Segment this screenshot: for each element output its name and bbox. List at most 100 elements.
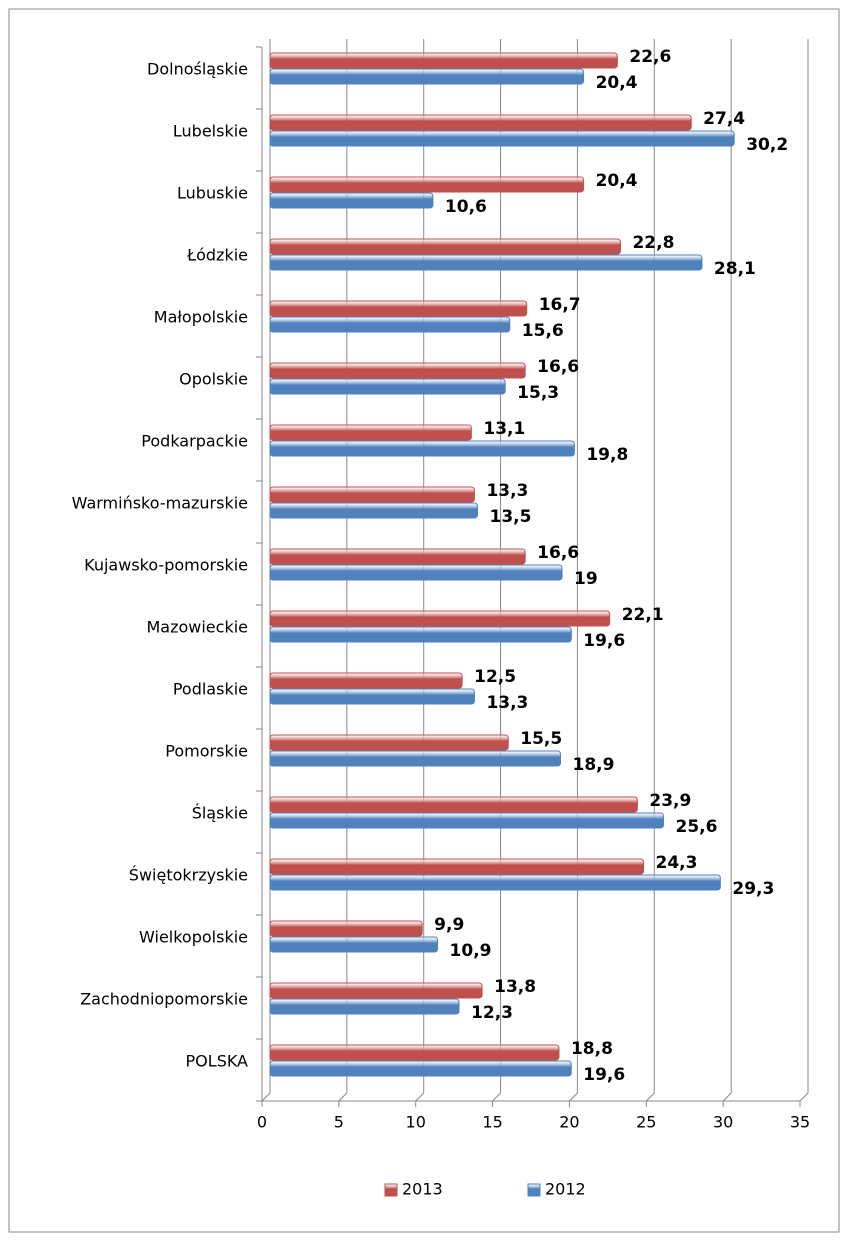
x-tick-label: 10: [406, 1113, 426, 1132]
value-label: 12,3: [471, 1003, 513, 1023]
y-tick-label: Śląskie: [192, 804, 248, 823]
x-tick-label: 25: [636, 1113, 656, 1132]
bar: [269, 192, 434, 209]
value-label: 13,5: [490, 507, 532, 527]
bar: [269, 68, 585, 85]
value-label: 22,6: [629, 47, 671, 67]
legend-swatch: [527, 1183, 541, 1197]
value-label: 24,3: [656, 853, 698, 873]
y-tick-label: Zachodniopomorskie: [80, 990, 248, 1009]
value-label: 9,9: [434, 915, 464, 935]
bar: [269, 254, 703, 271]
y-tick-label: Lubelskie: [173, 122, 248, 141]
value-label: 16,6: [537, 357, 579, 377]
value-label: 15,5: [520, 729, 562, 749]
grid-line-depth: [645, 1092, 655, 1102]
value-label: 29,3: [732, 879, 774, 899]
grid-line-depth: [415, 1092, 425, 1102]
bar: [269, 610, 611, 627]
y-tick-label: Podkarpackie: [141, 432, 248, 451]
y-tick-label: Wielkopolskie: [139, 928, 248, 947]
legend-label: 2012: [545, 1180, 586, 1199]
bar: [269, 1060, 572, 1077]
grid-line-depth: [799, 1092, 809, 1102]
bar: [269, 300, 528, 317]
value-label: 27,4: [703, 109, 745, 129]
bar: [269, 362, 526, 379]
value-label: 18,8: [571, 1039, 613, 1059]
grid-line-depth: [569, 1092, 578, 1102]
value-label: 13,3: [486, 481, 528, 501]
x-tick-label: 5: [334, 1113, 344, 1132]
value-label: 13,3: [486, 693, 528, 713]
grid-line-depth: [492, 1092, 501, 1102]
value-label: 10,6: [445, 197, 487, 217]
y-tick-label: Mazowieckie: [146, 618, 248, 637]
bar: [269, 502, 479, 519]
value-label: 30,2: [746, 135, 788, 155]
y-tick-label: Pomorskie: [165, 742, 248, 761]
bar: [269, 176, 585, 193]
y-tick-label: Świętokrzyskie: [129, 866, 248, 885]
value-label: 15,6: [522, 321, 564, 341]
value-label: 12,5: [474, 667, 516, 687]
bar: [269, 812, 665, 829]
x-tick-label: 35: [790, 1113, 810, 1132]
bar: [269, 920, 423, 937]
value-label: 23,9: [649, 791, 691, 811]
bar: [269, 936, 439, 953]
value-label: 18,9: [573, 755, 615, 775]
value-label: 19,6: [583, 631, 625, 651]
value-label: 19,6: [583, 1065, 625, 1085]
bar: [269, 548, 526, 565]
bar: [269, 874, 721, 891]
legend-swatch: [384, 1183, 398, 1197]
bar: [269, 1044, 560, 1061]
value-label: 19: [574, 569, 598, 589]
y-tick-label: Łódzkie: [186, 246, 248, 265]
y-tick-label: POLSKA: [186, 1052, 249, 1071]
grid-line-depth: [338, 1092, 348, 1102]
y-tick-label: Małopolskie: [154, 308, 248, 327]
grid-line-depth: [261, 1092, 271, 1102]
bar: [269, 378, 506, 395]
value-label: 10,9: [450, 941, 492, 961]
value-label: 20,4: [596, 171, 638, 191]
value-label: 16,6: [537, 543, 579, 563]
bar: [269, 130, 735, 147]
bar: [269, 486, 475, 503]
bar: [269, 626, 572, 643]
grid-line-depth: [722, 1092, 732, 1102]
bar: [269, 52, 618, 69]
bar: [269, 238, 621, 255]
value-label: 15,3: [517, 383, 559, 403]
x-tick-label: 30: [713, 1113, 733, 1132]
y-tick-label: Lubuskie: [177, 184, 248, 203]
value-label: 22,1: [622, 605, 664, 625]
bar: [269, 982, 483, 999]
bar: [269, 440, 575, 457]
value-label: 13,1: [483, 419, 525, 439]
bar: [269, 750, 562, 767]
y-tick-label: Kujawsko-pomorskie: [84, 556, 248, 575]
bar: [269, 564, 563, 581]
value-label: 22,8: [632, 233, 674, 253]
legend-label: 2013: [402, 1180, 443, 1199]
value-label: 19,8: [586, 445, 628, 465]
bar: [269, 998, 460, 1015]
value-label: 20,4: [596, 73, 638, 93]
y-tick-label: Warmińsko-mazurskie: [72, 494, 248, 513]
bar: [269, 688, 475, 705]
bar: [269, 796, 638, 813]
value-label: 13,8: [494, 977, 536, 997]
y-tick-label: Podlaskie: [173, 680, 248, 699]
x-tick-label: 0: [257, 1113, 267, 1132]
y-tick-label: Dolnośląskie: [147, 60, 248, 79]
value-label: 25,6: [676, 817, 718, 837]
bar: [269, 858, 645, 875]
bar: [269, 316, 511, 333]
value-label: 28,1: [714, 259, 756, 279]
x-tick-label: 20: [559, 1113, 579, 1132]
value-label: 16,7: [539, 295, 581, 315]
